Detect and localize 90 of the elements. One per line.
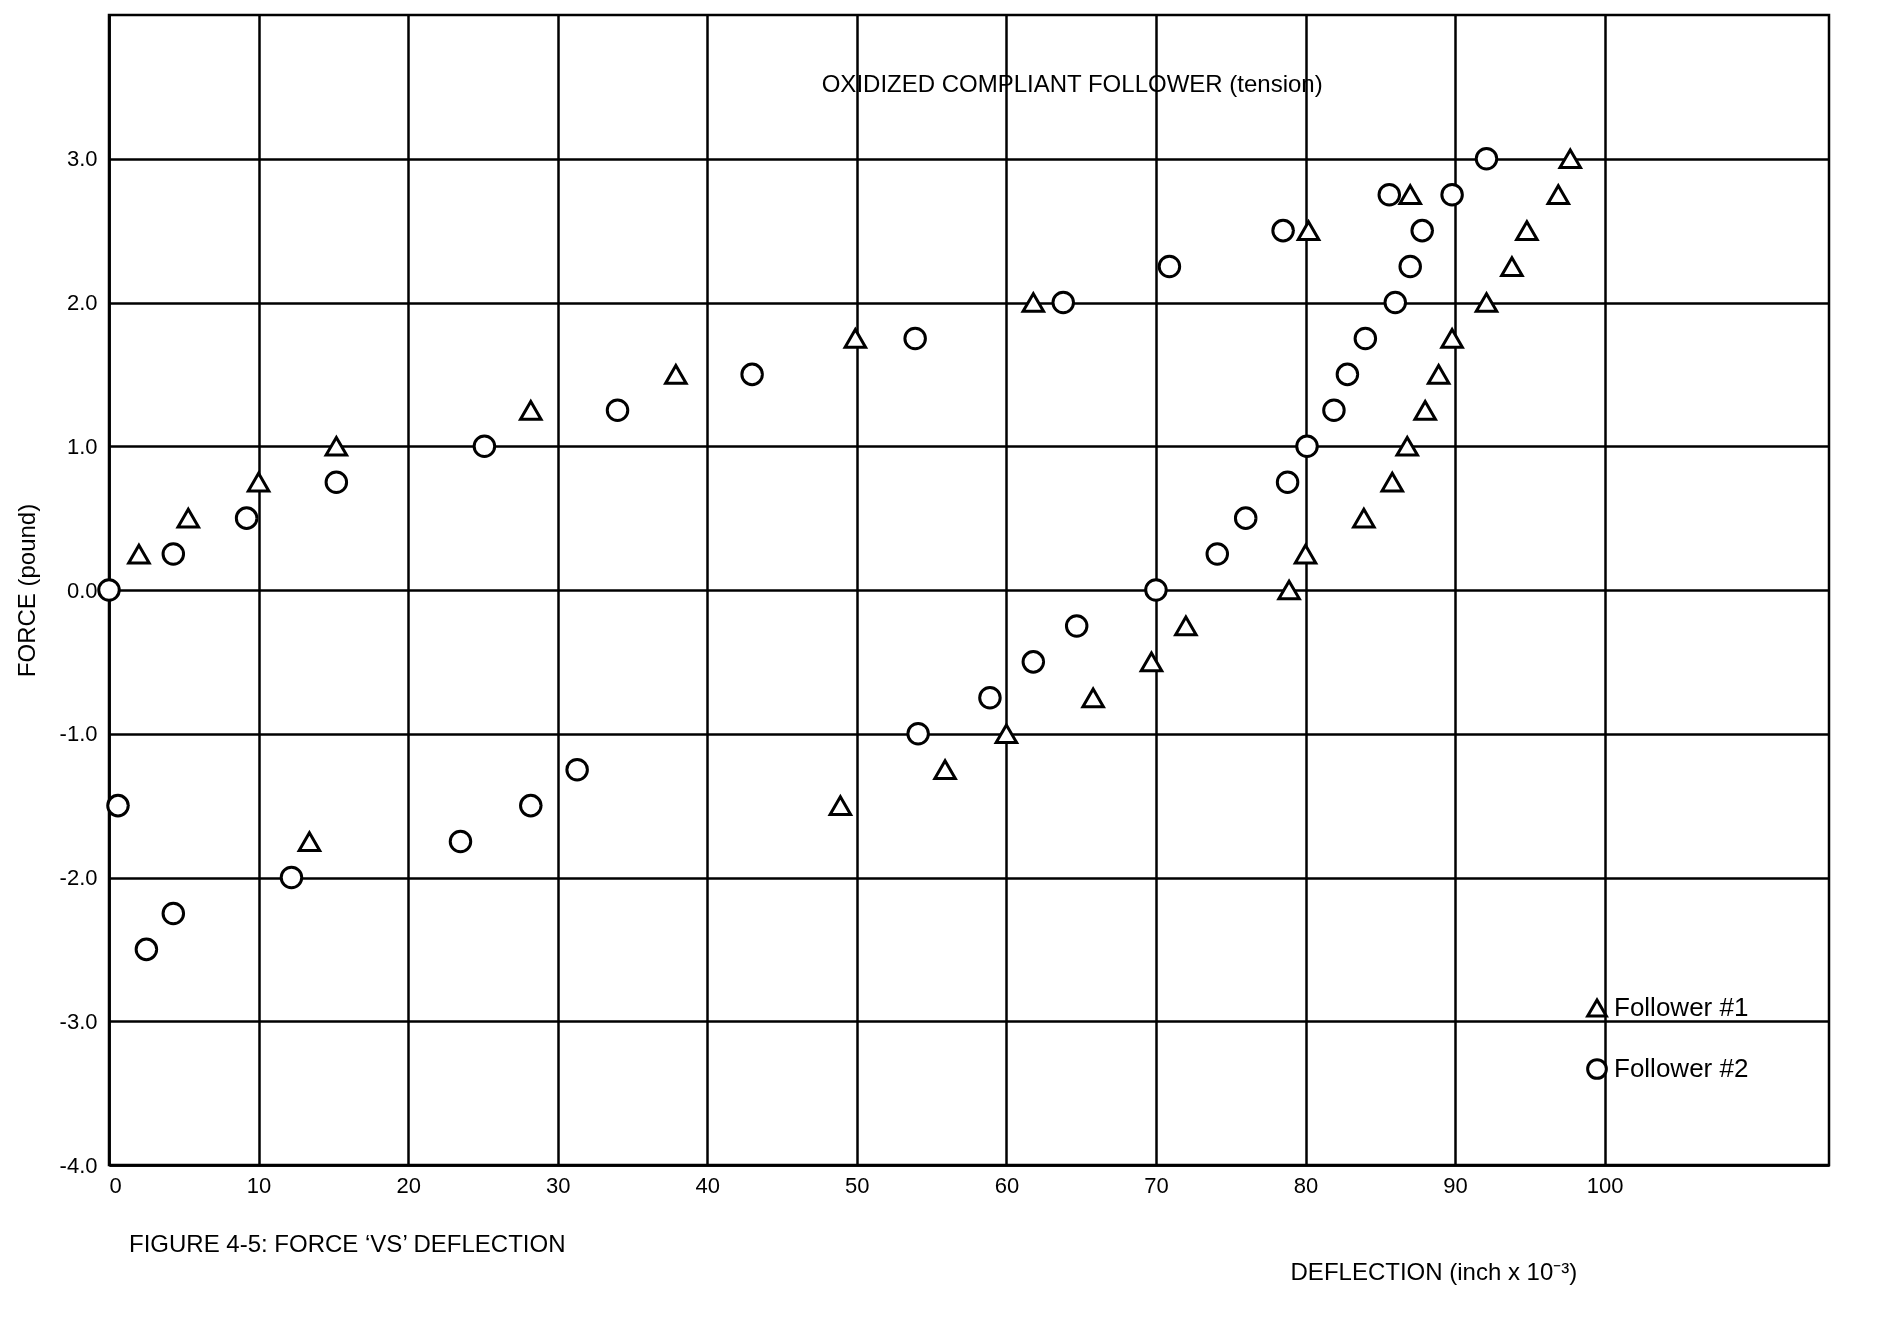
point — [1139, 651, 1164, 673]
point — [324, 470, 349, 494]
point — [1515, 220, 1539, 241]
point — [106, 793, 130, 818]
point — [1440, 328, 1464, 349]
point — [1377, 182, 1402, 207]
point — [161, 901, 186, 926]
point — [664, 364, 688, 385]
point — [1174, 615, 1198, 637]
point — [1277, 579, 1301, 601]
point — [903, 326, 927, 351]
point — [1233, 506, 1258, 530]
point — [1021, 292, 1046, 313]
point — [1413, 399, 1437, 421]
x-tick-label: 10 — [246, 1172, 272, 1198]
point — [1205, 542, 1230, 566]
x-tick-label: 20 — [396, 1172, 421, 1198]
point — [1474, 147, 1499, 171]
point — [448, 829, 473, 854]
x-tick-label: 90 — [1443, 1172, 1468, 1198]
y-tick-label: 2.0 — [66, 290, 98, 315]
x-tick-label: 100 — [1586, 1172, 1624, 1198]
point — [978, 686, 1002, 710]
y-axis-title: FORCE (pound) — [12, 503, 40, 678]
point — [1546, 184, 1571, 206]
point — [297, 831, 322, 852]
point — [246, 471, 271, 493]
point — [1383, 290, 1408, 315]
y-tick-label: 1.0 — [66, 433, 98, 459]
point — [1500, 256, 1524, 277]
point — [994, 723, 1019, 745]
point — [97, 578, 121, 602]
point — [906, 722, 930, 746]
point — [605, 398, 630, 423]
point — [1410, 218, 1434, 243]
y-tick-label: -2.0 — [59, 865, 98, 890]
point — [1271, 218, 1295, 243]
point — [1275, 470, 1300, 494]
point — [1395, 435, 1419, 457]
point — [176, 507, 201, 529]
point — [1157, 254, 1182, 279]
point — [933, 759, 957, 781]
point — [519, 399, 543, 421]
point — [828, 795, 853, 816]
point — [1398, 254, 1422, 279]
x-tick-label: 80 — [1293, 1172, 1319, 1198]
point — [472, 434, 497, 458]
x-axis-title: DEFLECTION (inch x 10⁻³) — [1290, 1257, 1578, 1285]
point — [1352, 507, 1376, 529]
x-tick-label: 30 — [545, 1172, 571, 1198]
x-tick-label: 0 — [109, 1172, 122, 1198]
point — [1440, 182, 1464, 207]
point — [161, 542, 186, 566]
point — [1558, 148, 1582, 170]
point — [1335, 362, 1360, 387]
point — [1293, 543, 1318, 565]
point — [1426, 364, 1451, 385]
y-tick-label: 0.0 — [66, 577, 98, 603]
point — [1144, 578, 1168, 602]
point — [1353, 326, 1378, 351]
x-tick-label: 40 — [695, 1172, 720, 1198]
point — [740, 362, 764, 387]
point — [134, 937, 159, 962]
point — [127, 543, 151, 565]
point — [1296, 220, 1321, 241]
point — [1021, 650, 1046, 674]
x-tick-label: 50 — [845, 1172, 870, 1198]
point — [1398, 184, 1422, 206]
legend-label: Follower #2 — [1614, 1053, 1749, 1083]
point — [324, 435, 349, 457]
point — [843, 328, 868, 349]
x-tick-label: 60 — [994, 1172, 1020, 1198]
point — [1380, 471, 1405, 493]
point — [519, 793, 543, 818]
point — [1322, 398, 1346, 423]
point — [1295, 434, 1319, 458]
point — [1051, 290, 1075, 315]
x-tick-label: 70 — [1144, 1172, 1169, 1198]
point — [279, 865, 304, 890]
y-tick-label: -3.0 — [59, 1008, 98, 1034]
y-tick-label: 3.0 — [66, 146, 98, 172]
point — [1474, 292, 1499, 313]
y-tick-label: -1.0 — [59, 721, 98, 747]
caption: FIGURE 4-5: FORCE ‘VS’ DEFLECTION — [129, 1230, 566, 1257]
point — [1064, 614, 1089, 638]
point — [234, 506, 259, 530]
y-tick-label: -4.0 — [59, 1152, 98, 1178]
legend-label: Follower #1 — [1614, 992, 1749, 1022]
point — [565, 757, 589, 782]
point — [1081, 687, 1105, 709]
